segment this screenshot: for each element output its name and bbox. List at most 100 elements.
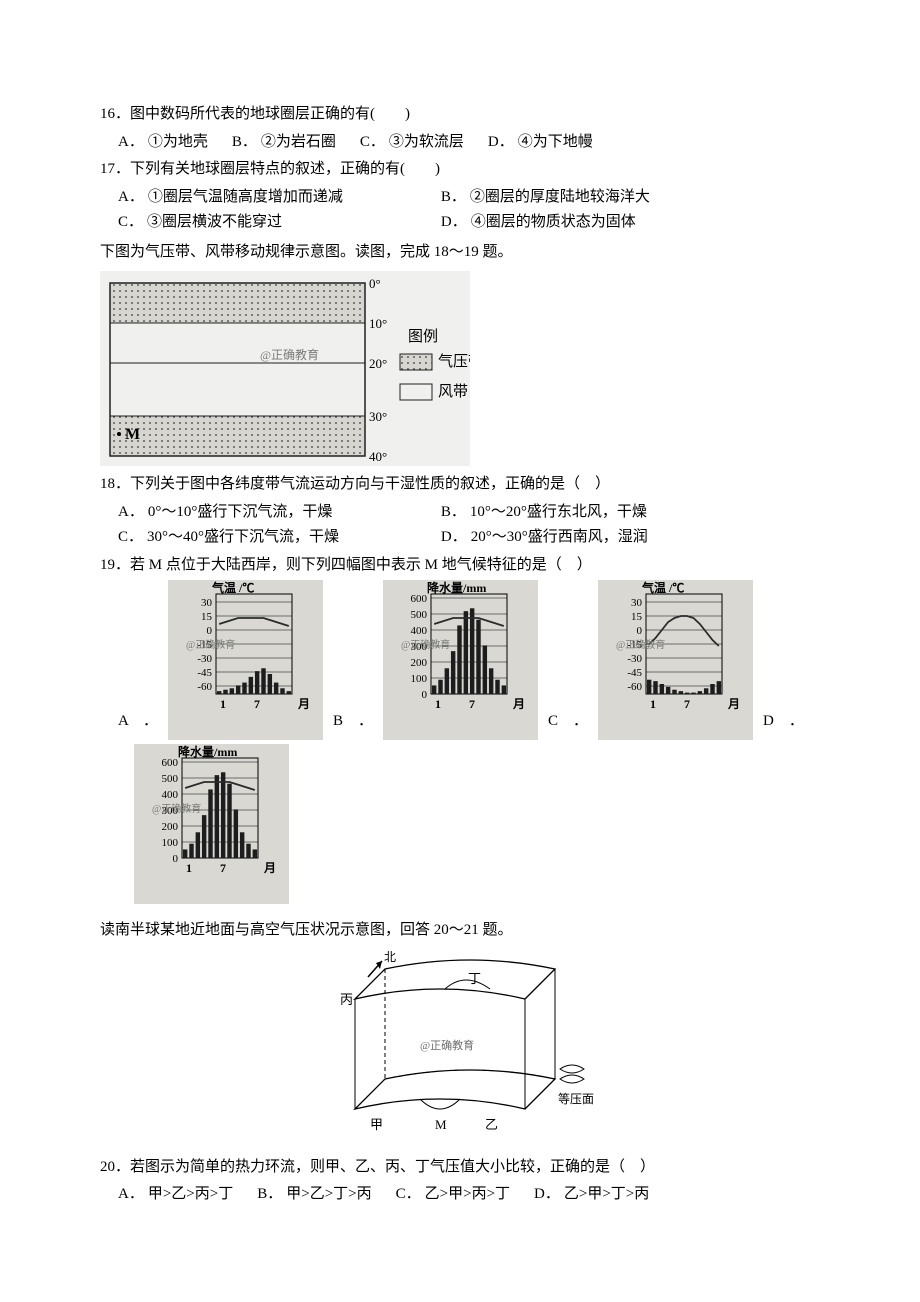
figure-isobar: 北丙丁甲M乙等压面@正确教育	[100, 949, 820, 1149]
option-text: 10°～20°盛行东北风，干燥	[470, 500, 647, 526]
svg-text:100: 100	[162, 837, 179, 849]
option-a-label: A ．	[118, 709, 158, 735]
option-label: D．	[441, 525, 467, 551]
svg-text:7: 7	[220, 861, 226, 875]
option-label: D．	[534, 1182, 560, 1208]
svg-text:1: 1	[435, 697, 441, 711]
svg-text:600: 600	[162, 757, 179, 769]
svg-text:1: 1	[650, 697, 656, 711]
option-b-label: B ．	[333, 709, 373, 735]
climate-chart-b: 降水量/mm600500400300200100017月@正确教育	[383, 580, 538, 740]
svg-text:丁: 丁	[468, 971, 481, 986]
option-label: A．	[118, 130, 144, 156]
option-c: C．③为软流层	[360, 130, 464, 156]
svg-text:400: 400	[411, 625, 428, 637]
option-text: ①为地壳	[148, 130, 208, 156]
option-d-label: D ．	[763, 709, 804, 735]
option-label: B．	[441, 185, 466, 211]
option-a: A．①圈层气温随高度增加而递减	[118, 185, 441, 211]
option-text: 甲>乙>丙>丁	[148, 1182, 233, 1208]
svg-text:-60: -60	[627, 681, 642, 693]
option-a: A．0°～10°盛行下沉气流，干燥	[118, 500, 441, 526]
option-c: C．③圈层横波不能穿过	[118, 210, 441, 236]
svg-text:7: 7	[254, 697, 260, 711]
svg-text:7: 7	[684, 697, 690, 711]
question-number: 16．	[100, 102, 130, 128]
svg-text:7: 7	[469, 697, 475, 711]
svg-text:@正确敎育: @正确敎育	[616, 638, 665, 651]
option-text: 乙>甲>丙>丁	[425, 1182, 510, 1208]
question-text: 下列关于图中各纬度带气流运动方向与干湿性质的叙述，正确的是（ ）	[130, 472, 820, 498]
option-label: C．	[360, 130, 385, 156]
svg-text:0: 0	[173, 853, 179, 865]
svg-text:0: 0	[207, 625, 213, 637]
question-16-options: A．①为地壳 B．②为岩石圈 C．③为软流层 D．④为下地幔	[118, 130, 820, 156]
option-text: 30°～40°盛行下沉气流，干燥	[147, 525, 339, 551]
option-d: D．乙>甲>丁>丙	[534, 1182, 649, 1208]
question-17-options: A．①圈层气温随高度增加而递减 B．②圈层的厚度陆地较海洋大 C．③圈层横波不能…	[118, 185, 820, 236]
option-text: 20°～30°盛行西南风，湿润	[471, 525, 648, 551]
svg-text:M: M	[435, 1117, 447, 1132]
isobar-diagram: 北丙丁甲M乙等压面@正确教育	[310, 949, 610, 1139]
svg-text:降水量/mm: 降水量/mm	[427, 580, 486, 595]
svg-text:40°: 40°	[369, 449, 387, 464]
svg-text:15: 15	[631, 611, 643, 623]
svg-text:1: 1	[186, 861, 192, 875]
question-18-options: A．0°～10°盛行下沉气流，干燥 B．10°～20°盛行东北风，干燥 C．30…	[118, 500, 820, 551]
question-text: 若 M 点位于大陆西岸，则下列四幅图中表示 M 地气候特征的是（ ）	[130, 553, 820, 579]
svg-text:100: 100	[411, 673, 428, 685]
option-label: A．	[118, 500, 144, 526]
option-b: B．甲>乙>丁>丙	[257, 1182, 371, 1208]
svg-text:0: 0	[637, 625, 643, 637]
question-19: 19． 若 M 点位于大陆西岸，则下列四幅图中表示 M 地气候特征的是（ ）	[100, 553, 820, 579]
question-20-options: A．甲>乙>丙>丁 B．甲>乙>丁>丙 C．乙>甲>丙>丁 D．乙>甲>丁>丙	[118, 1182, 820, 1208]
option-label: C．	[118, 525, 143, 551]
pressure-belt-diagram: 0°10°20°30°40°M@正确教育图例气压带风带	[100, 271, 470, 466]
option-b: B．10°～20°盛行东北风，干燥	[441, 500, 764, 526]
svg-text:月: 月	[263, 861, 276, 875]
climate-chart-d: 降水量/mm600500400300200100017月@正确教育	[134, 744, 289, 904]
question-text: 图中数码所代表的地球圈层正确的有( )	[130, 102, 820, 128]
svg-text:月: 月	[297, 697, 310, 711]
option-text: ④圈层的物质状态为固体	[471, 210, 636, 236]
question-number: 17．	[100, 157, 130, 183]
svg-text:-60: -60	[197, 681, 212, 693]
option-text: 甲>乙>丁>丙	[286, 1182, 371, 1208]
question-20: 20． 若图示为简单的热力环流，则甲、乙、丙、丁气压值大小比较，正确的是（ ）	[100, 1155, 820, 1181]
svg-text:0°: 0°	[369, 276, 381, 291]
option-c-label: C ．	[548, 709, 588, 735]
option-d: D．20°～30°盛行西南风，湿润	[441, 525, 764, 551]
svg-text:15: 15	[201, 611, 213, 623]
option-label: C．	[396, 1182, 421, 1208]
svg-text:1: 1	[220, 697, 226, 711]
option-text: 0°～10°盛行下沉气流，干燥	[148, 500, 333, 526]
svg-text:M: M	[125, 426, 140, 443]
question-number: 19．	[100, 553, 130, 579]
option-b: B．②为岩石圈	[232, 130, 336, 156]
option-c: C．乙>甲>丙>丁	[396, 1182, 510, 1208]
svg-text:-45: -45	[627, 667, 642, 679]
svg-text:10°: 10°	[369, 316, 387, 331]
question-16: 16． 图中数码所代表的地球圈层正确的有( )	[100, 102, 820, 128]
option-label: A．	[118, 185, 144, 211]
option-label: A．	[118, 1182, 144, 1208]
svg-text:500: 500	[411, 609, 428, 621]
option-text: ③为软流层	[389, 130, 464, 156]
question-number: 18．	[100, 472, 130, 498]
svg-text:@正确教育: @正确教育	[260, 347, 319, 362]
svg-text:月: 月	[727, 697, 740, 711]
option-c: C．30°～40°盛行下沉气流，干燥	[118, 525, 441, 551]
figure-pressure-belts: 0°10°20°30°40°M@正确教育图例气压带风带	[100, 271, 820, 466]
svg-text:200: 200	[162, 821, 179, 833]
svg-text:气温 /℃: 气温 /℃	[641, 580, 684, 595]
svg-text:月: 月	[512, 697, 525, 711]
svg-text:风带: 风带	[438, 383, 468, 400]
option-label: B．	[232, 130, 257, 156]
option-d: D．④圈层的物质状态为固体	[441, 210, 764, 236]
option-b: B．②圈层的厚度陆地较海洋大	[441, 185, 764, 211]
svg-text:-30: -30	[627, 653, 642, 665]
svg-text:北: 北	[384, 950, 396, 964]
option-text: ③圈层横波不能穿过	[147, 210, 282, 236]
svg-text:200: 200	[411, 657, 428, 669]
svg-text:-45: -45	[197, 667, 212, 679]
